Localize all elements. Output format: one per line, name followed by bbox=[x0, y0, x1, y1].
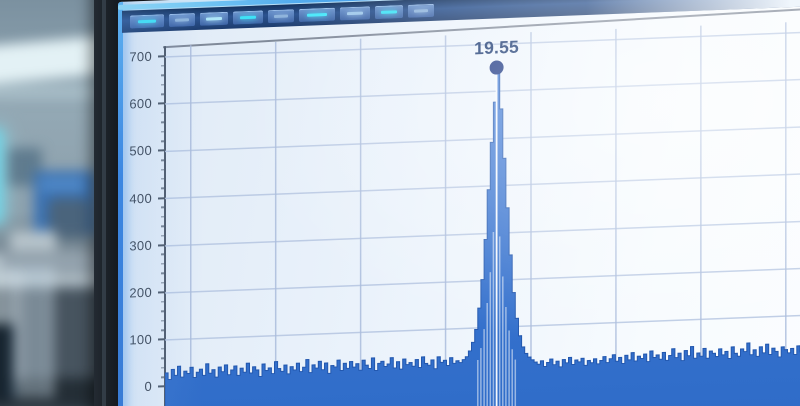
reagent-bottle bbox=[0, 324, 14, 400]
spectrum-svg bbox=[165, 60, 800, 406]
y-axis-tick-label: 700 bbox=[129, 48, 152, 65]
monitor-screen: 700 600 500 400 300 200 100 0 19.55 bbox=[118, 0, 800, 406]
peak-marker-dot bbox=[489, 60, 504, 75]
floor bbox=[0, 378, 111, 406]
plot-area: 19.55 bbox=[165, 20, 800, 406]
lab-bench-edge bbox=[0, 276, 111, 284]
cyan-apparatus bbox=[0, 128, 3, 224]
y-axis-tick-label: 400 bbox=[129, 190, 152, 207]
y-axis-tick-label: 200 bbox=[129, 284, 152, 301]
y-axis-tick-label: 100 bbox=[129, 331, 152, 348]
chart-area: 700 600 500 400 300 200 100 0 19.55 bbox=[118, 0, 800, 406]
y-axis-tick-label: 600 bbox=[129, 95, 152, 112]
bezel-edge-highlight bbox=[102, 0, 106, 406]
y-axis-tick-label: 500 bbox=[129, 143, 152, 159]
monitor-bezel: 700 600 500 400 300 200 100 0 19.55 bbox=[94, 0, 800, 406]
y-axis-tick-label: 300 bbox=[129, 237, 152, 254]
spectrum-series bbox=[165, 63, 800, 406]
y-axis-tick-label: 0 bbox=[144, 379, 152, 395]
y-axis: 700 600 500 400 300 200 100 0 bbox=[118, 0, 165, 406]
